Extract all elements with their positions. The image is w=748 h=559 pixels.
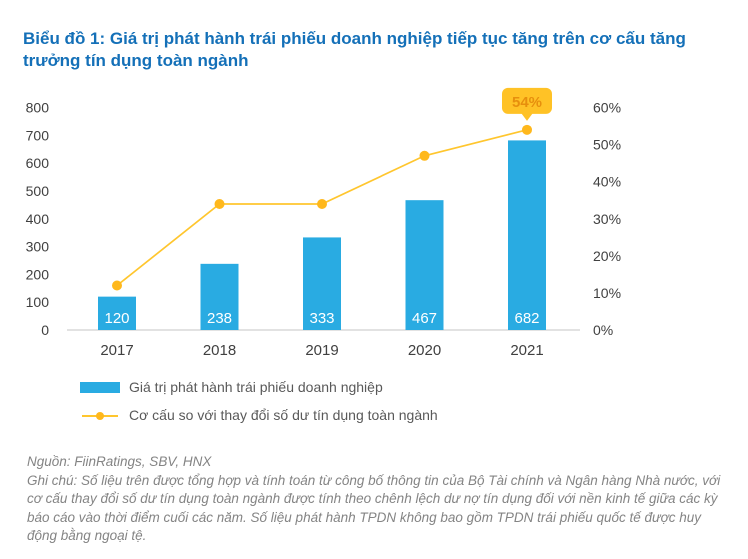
left-axis-tick: 300	[26, 239, 50, 255]
chart-title: Biểu đồ 1: Giá trị phát hành trái phiếu …	[23, 29, 686, 71]
callout-pointer	[521, 112, 533, 121]
bar-2021	[508, 140, 546, 330]
callout-value: 54%	[512, 94, 542, 111]
right-axis-tick: 0%	[593, 322, 613, 338]
bar-label-2018: 238	[207, 310, 232, 327]
right-axis-tick: 30%	[593, 211, 621, 227]
bar-2018	[200, 263, 239, 330]
bar-label-2021: 682	[514, 310, 539, 327]
legend-label-bar: Giá trị phát hành trái phiếu doanh nghiệ…	[129, 379, 383, 395]
category-label: 2020	[408, 342, 441, 359]
line-swatch-marker	[96, 411, 104, 420]
line-series-swatch	[80, 410, 120, 421]
left-axis-tick: 400	[26, 211, 50, 227]
left-axis-tick: 600	[26, 155, 50, 171]
legend-item-line: Cơ cấu so với thay đổi số dư tín dụng to…	[80, 404, 438, 426]
footnotes: Nguồn: FiinRatings, SBV, HNX Ghi chú: Số…	[27, 453, 733, 546]
bar-2019	[303, 237, 341, 330]
left-axis-tick: 700	[26, 127, 50, 143]
line-marker-2020	[419, 150, 430, 161]
bar-series-swatch	[80, 381, 120, 393]
left-axis-tick: 100	[26, 294, 50, 310]
bar-label-2019: 333	[309, 310, 334, 327]
bar-2020	[405, 200, 444, 330]
bar-label-2017: 120	[104, 310, 129, 327]
source-note: Nguồn: FiinRatings, SBV, HNX	[27, 454, 212, 469]
callout-bubble	[502, 87, 552, 114]
right-axis-tick: 60%	[593, 100, 621, 116]
category-label: 2017	[100, 342, 133, 359]
line-marker-2019	[317, 198, 327, 209]
chart-canvas: 0 100 200 300 400 500 600 700 800 0% 10% 20% 30% 40% 5…	[26, 87, 621, 359]
left-axis-tick: 500	[26, 183, 50, 199]
bar-2017	[98, 296, 136, 330]
category-label: 2021	[510, 342, 543, 359]
bar-label-2020: 467	[412, 310, 437, 327]
line-marker-2018	[214, 198, 225, 209]
left-axis-tick: 0	[41, 322, 49, 338]
legend-label-line: Cơ cấu so với thay đổi số dư tín dụng to…	[129, 407, 438, 423]
right-axis-tick: 40%	[593, 174, 621, 190]
left-axis-tick: 200	[26, 266, 50, 282]
right-axis-tick: 50%	[593, 137, 621, 153]
line-marker-2017	[112, 280, 122, 291]
category-label: 2018	[203, 342, 236, 359]
left-axis-tick: 800	[26, 100, 50, 116]
category-label: 2019	[305, 342, 338, 359]
methodology-note: Ghi chú: Số liệu trên được tổng hợp và t…	[27, 472, 721, 544]
line-marker-2021	[522, 124, 532, 135]
legend: Giá trị phát hành trái phiếu doanh nghiệ…	[80, 376, 438, 432]
legend-item-bar: Giá trị phát hành trái phiếu doanh nghiệ…	[80, 376, 438, 398]
right-axis-tick: 20%	[593, 248, 621, 264]
right-axis-tick: 10%	[593, 285, 621, 301]
combo-chart: 0 100 200 300 400 500 600 700 800 0% 10% 20% 30% 40% 5…	[0, 85, 690, 367]
